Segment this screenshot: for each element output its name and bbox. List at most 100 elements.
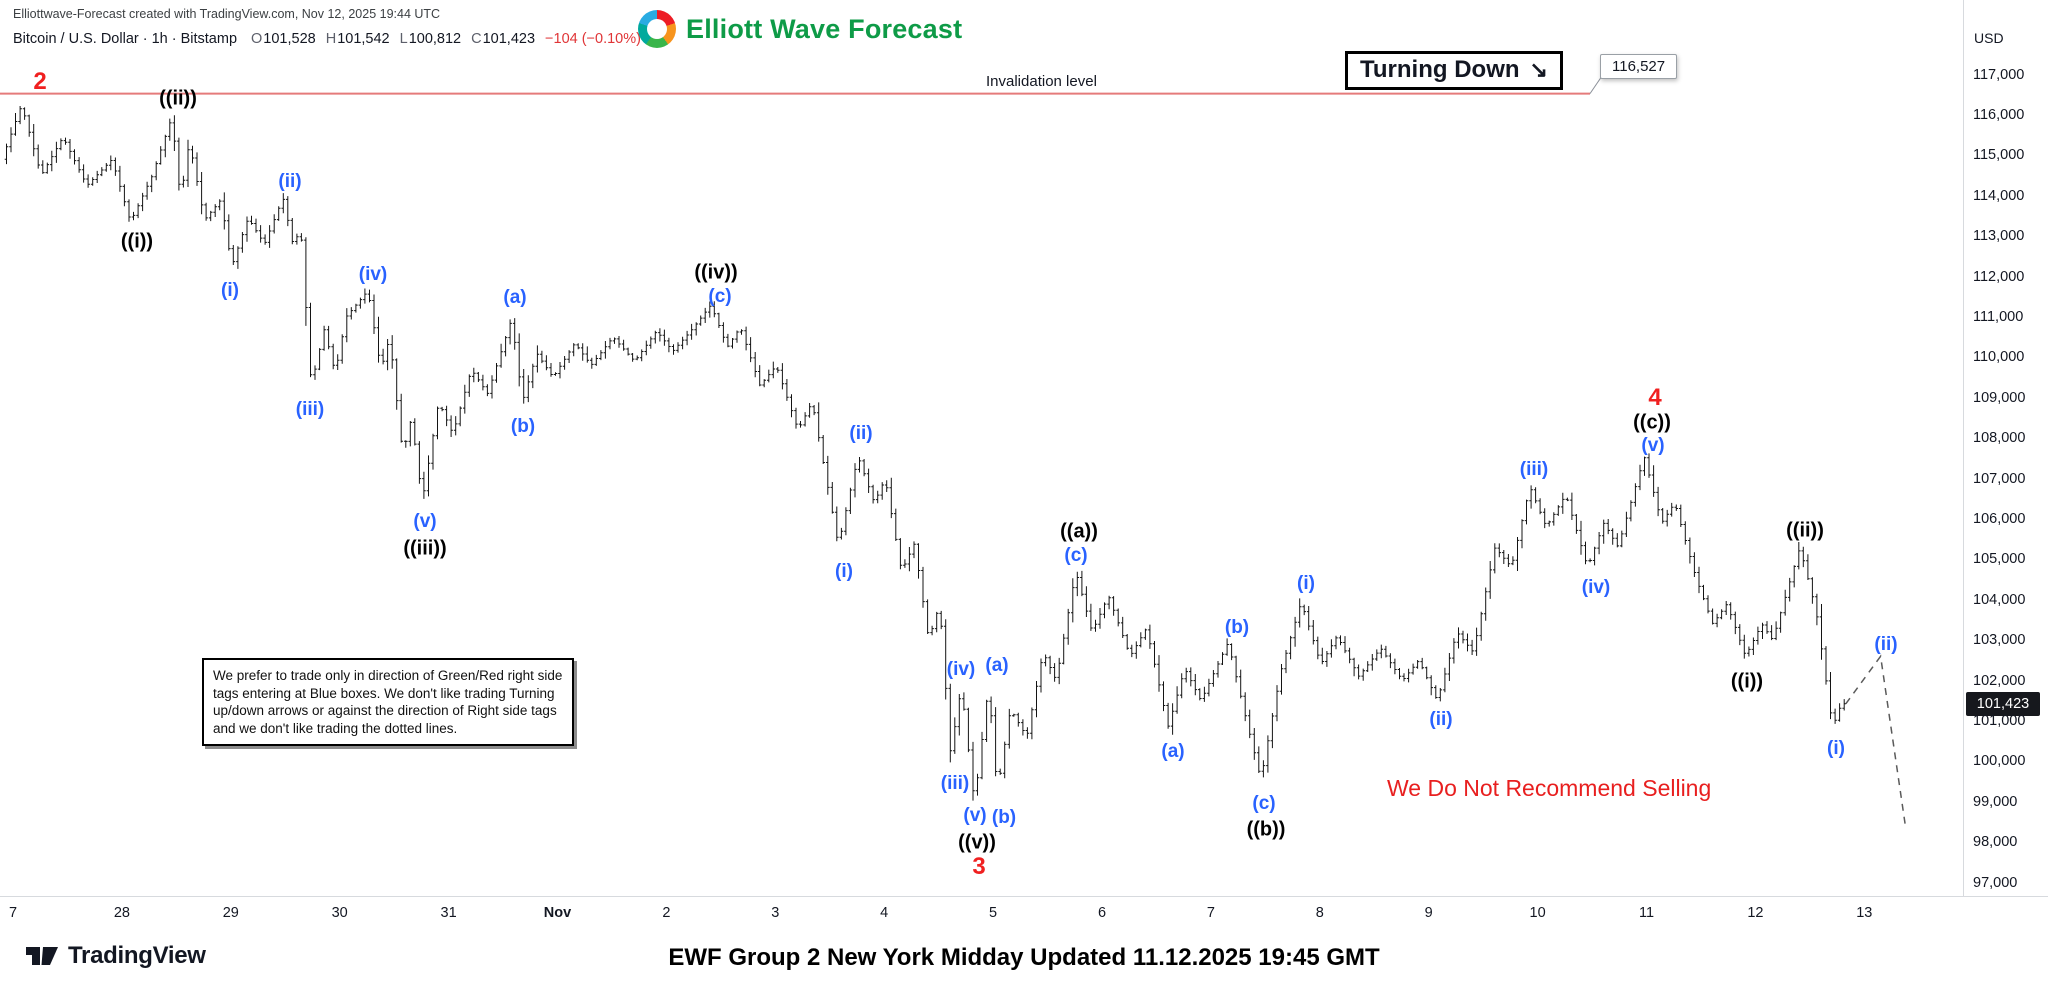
- ewf-logo-text: Elliott Wave Forecast: [686, 13, 963, 44]
- ewf-logo: Elliott Wave Forecast: [638, 10, 962, 48]
- wave-label: ((ii)): [1786, 519, 1824, 542]
- price-tick-label: 114,000: [1973, 187, 2025, 204]
- open-value: 101,528: [263, 31, 316, 47]
- wave-label: 3: [972, 853, 986, 880]
- invalidation-connector-line: [1589, 75, 1603, 94]
- price-axis[interactable]: USD 101,423 117,000 116,000 115,000 114,000…: [1963, 0, 2048, 896]
- wave-label: (c): [1252, 793, 1276, 814]
- time-axis[interactable]: 7 28 29 30 31 Nov 2 3 4 5 6 7 8 9 10 11 12 13: [0, 896, 2048, 933]
- wave-label: (a): [985, 655, 1009, 676]
- time-tick-label: 11: [1638, 905, 1655, 921]
- low-label: L: [399, 31, 408, 47]
- price-tick-label: 108,000: [1973, 430, 2026, 447]
- wave-label: (iii): [940, 773, 970, 794]
- wave-label: (b): [1224, 617, 1250, 638]
- wave-label: (iv): [1581, 577, 1611, 598]
- wave-label: (a): [1161, 741, 1185, 762]
- time-tick-label: 7: [1206, 905, 1215, 921]
- invalidation-level-label: Invalidation level: [986, 73, 1097, 90]
- price-chart[interactable]: [0, 0, 2048, 896]
- wave-label: (iii): [1519, 459, 1549, 480]
- price-tick-label: 116,000: [1973, 106, 2025, 123]
- time-tick-label: 28: [113, 905, 130, 921]
- ohlc-values: O101,528 H101,542 L100,812 C101,423 −104…: [251, 31, 641, 47]
- price-tick-label: 106,000: [1973, 510, 2026, 527]
- price-tick-label: 110,000: [1973, 349, 2025, 366]
- price-tick-label: 113,000: [1973, 228, 2025, 245]
- wave-label: (i): [835, 561, 853, 582]
- ohlc-bars: [4, 106, 1846, 801]
- wave-label: (v): [963, 805, 987, 826]
- wave-label: 4: [1648, 384, 1662, 411]
- wave-label: (v): [413, 511, 437, 532]
- wave-label: ((i)): [120, 230, 154, 253]
- time-tick-label: 9: [1424, 905, 1433, 921]
- time-tick-label: 31: [440, 905, 457, 921]
- price-tick-label: 102,000: [1973, 672, 2026, 689]
- wave-label: (ii): [1429, 709, 1453, 730]
- wave-label: (ii): [849, 423, 873, 444]
- change-value: −104 (−0.10%): [545, 31, 641, 47]
- turn-down-arrow-icon: ↘: [1529, 57, 1548, 82]
- price-tick-label: 99,000: [1973, 793, 2018, 810]
- turning-down-callout: Turning Down ↘: [1345, 51, 1563, 90]
- tradingview-logo[interactable]: TradingView: [24, 942, 206, 970]
- price-tick-label: 101,000: [1973, 712, 2026, 729]
- time-tick-label: 29: [222, 905, 239, 921]
- wave-label: ((c)): [1633, 411, 1671, 434]
- wave-label: (iv): [946, 659, 976, 680]
- time-tick-label: 8: [1315, 905, 1324, 921]
- time-tick-label: 13: [1856, 905, 1873, 921]
- time-tick-label: Nov: [543, 905, 572, 921]
- price-tick-label: 105,000: [1973, 551, 2026, 568]
- symbol-legend[interactable]: Bitcoin / U.S. Dollar · 1h · Bitstamp O1…: [13, 31, 641, 47]
- time-tick-label: 30: [331, 905, 348, 921]
- time-tick-label: 3: [771, 905, 780, 921]
- tradingview-mark-icon: [26, 947, 58, 965]
- wave-labels-layer: 2 ((ii)) ((i)) (i) (ii) (iii) (iv) (v) ((iii)) (a…: [33, 68, 1897, 880]
- price-tick-label: 112,000: [1973, 268, 2025, 285]
- wave-label: ((b)): [1246, 818, 1286, 841]
- time-tick-label: 4: [880, 905, 889, 921]
- projection-dashed-line: [1845, 654, 1907, 829]
- wave-label: (i): [1297, 573, 1315, 594]
- last-price-badge: 101,423: [1966, 691, 2040, 716]
- low-value: 100,812: [408, 31, 462, 47]
- wave-label: ((ii)): [159, 87, 197, 110]
- wave-label: (i): [1827, 738, 1845, 759]
- price-axis-unit: USD: [1974, 30, 2004, 46]
- time-tick-label: 2: [662, 905, 671, 921]
- wave-label: (c): [708, 286, 732, 307]
- price-tick-label: 100,000: [1973, 753, 2026, 770]
- wave-label: 2: [33, 68, 47, 95]
- price-tick-label: 103,000: [1973, 632, 2026, 649]
- trading-rules-note: We prefer to trade only in direction of …: [202, 658, 574, 747]
- turning-down-text: Turning Down: [1360, 56, 1520, 83]
- wave-label: ((i)): [1730, 670, 1764, 693]
- ewf-swirl-icon: [638, 10, 676, 48]
- high-label: H: [325, 31, 337, 47]
- open-label: O: [251, 31, 263, 47]
- time-tick-label: 12: [1747, 905, 1764, 921]
- price-tick-label: 117,000: [1973, 66, 2025, 83]
- invalidation-price-tag: 116,527: [1600, 54, 1678, 79]
- price-tick-label: 107,000: [1973, 470, 2026, 487]
- wave-label: (b): [510, 416, 536, 437]
- footer-bar: TradingView EWF Group 2 New York Midday …: [0, 932, 2048, 985]
- wave-label: ((iv)): [694, 261, 738, 284]
- update-title: EWF Group 2 New York Midday Updated 11.1…: [668, 944, 1380, 971]
- wave-label: (a): [503, 287, 527, 308]
- price-tick-label: 109,000: [1973, 389, 2026, 406]
- time-tick-label: 7: [8, 905, 18, 921]
- wave-label: (iii): [295, 399, 325, 420]
- symbol-title[interactable]: Bitcoin / U.S. Dollar · 1h · Bitstamp: [13, 31, 238, 47]
- price-tick-label: 97,000: [1973, 874, 2018, 891]
- wave-label: (i): [221, 280, 239, 301]
- high-value: 101,542: [337, 31, 390, 47]
- wave-label: (c): [1064, 545, 1088, 566]
- price-tick-label: 115,000: [1973, 147, 2025, 164]
- time-tick-label: 10: [1529, 905, 1546, 921]
- wave-label: (v): [1641, 435, 1665, 456]
- price-tick-label: 111,000: [1973, 308, 2024, 325]
- wave-label: ((a)): [1060, 520, 1098, 543]
